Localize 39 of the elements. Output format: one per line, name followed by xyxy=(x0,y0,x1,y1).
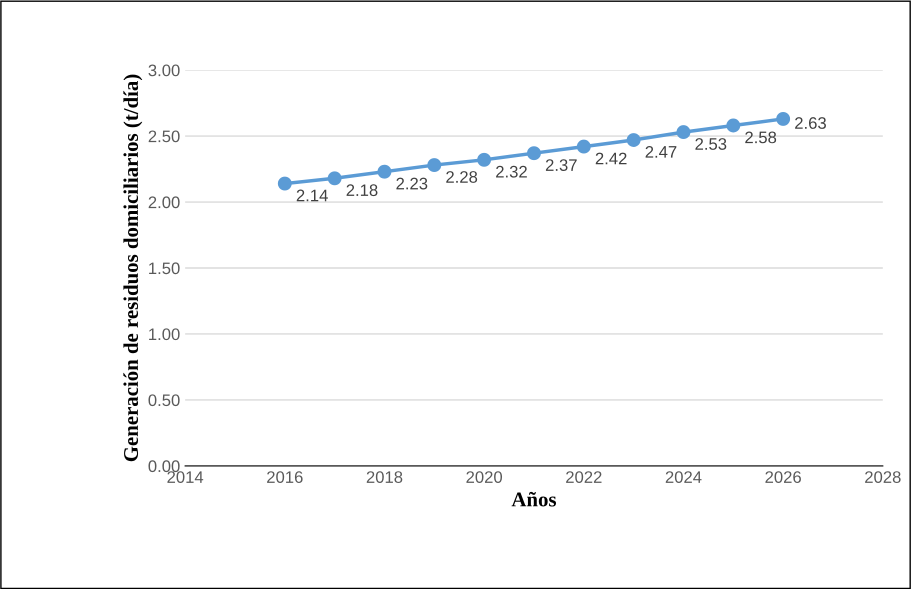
x-tick-label: 2014 xyxy=(167,471,204,483)
y-tick-label: 1.50 xyxy=(149,262,180,274)
data-label: 2.37 xyxy=(546,159,577,172)
y-tick-label: 1.00 xyxy=(149,328,180,340)
y-tick-label: 2.00 xyxy=(148,196,180,208)
data-label: 2.23 xyxy=(396,178,428,190)
point xyxy=(278,176,292,190)
data-label: 2.14 xyxy=(296,190,328,202)
y-tick-label: 0.00 xyxy=(148,460,180,472)
data-label: 2.18 xyxy=(346,184,378,196)
y-tick-label: 2.50 xyxy=(148,130,180,142)
point xyxy=(626,133,641,147)
x-tick-label: 2018 xyxy=(366,471,402,483)
y-tick-label: 3.00 xyxy=(148,64,180,76)
data-label: 2.63 xyxy=(795,117,826,129)
point xyxy=(576,140,591,154)
x-tick-label: 2016 xyxy=(267,471,303,483)
x-tick-label: 2028 xyxy=(865,471,901,483)
point xyxy=(427,158,442,172)
data-label: 2.42 xyxy=(596,152,627,164)
x-tick-label: 2020 xyxy=(466,471,502,483)
y-axis-title: Generación de residuos domiciliarios (t/día) xyxy=(123,74,142,462)
point xyxy=(378,164,392,179)
x-tick-label: 2024 xyxy=(666,471,702,483)
data-label: 2.47 xyxy=(646,146,676,158)
point xyxy=(328,171,342,186)
data-label: 2.58 xyxy=(745,132,776,144)
x-tick-label: 2026 xyxy=(765,471,801,483)
point xyxy=(776,112,790,126)
point xyxy=(676,125,690,140)
y-tick-label: 0.50 xyxy=(148,394,180,406)
data-label: 2.28 xyxy=(446,171,478,183)
x-axis-title: Años xyxy=(512,492,556,507)
point xyxy=(477,152,492,167)
point xyxy=(726,118,740,132)
x-tick-label: 2022 xyxy=(566,471,602,483)
data-label: 2.32 xyxy=(496,166,527,178)
point xyxy=(527,146,541,160)
data-label: 2.53 xyxy=(695,138,726,150)
